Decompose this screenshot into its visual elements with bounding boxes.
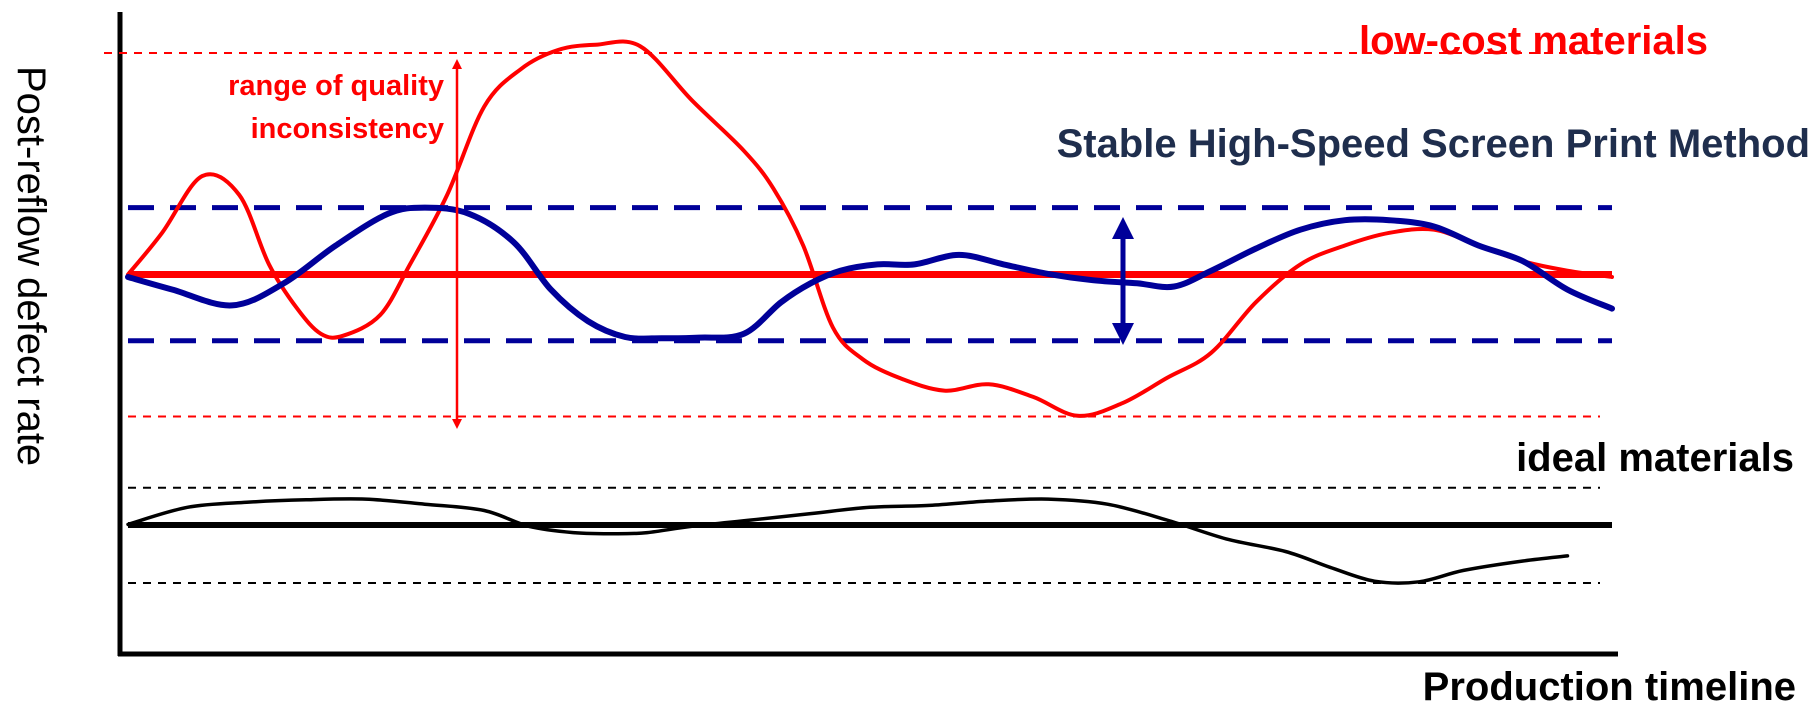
- x-axis-label: Production timeline: [1423, 665, 1796, 707]
- range-label-line1: range of quality: [228, 70, 444, 102]
- low-cost-materials-label: low-cost materials: [1359, 19, 1708, 63]
- range-label-line2: inconsistency: [251, 113, 444, 145]
- ideal-materials-label: ideal materials: [1516, 436, 1794, 480]
- screen-print-series-line: [125, 204, 1615, 342]
- low-cost-series-line: [126, 39, 1614, 418]
- reference-lines: [104, 52, 1612, 585]
- ideal-series-line: [126, 497, 1570, 585]
- series-lines: [125, 39, 1615, 585]
- y-axis-label: Post-reflow defect rate: [9, 66, 53, 466]
- screen-print-method-label: Stable High-Speed Screen Print Method: [1057, 122, 1810, 166]
